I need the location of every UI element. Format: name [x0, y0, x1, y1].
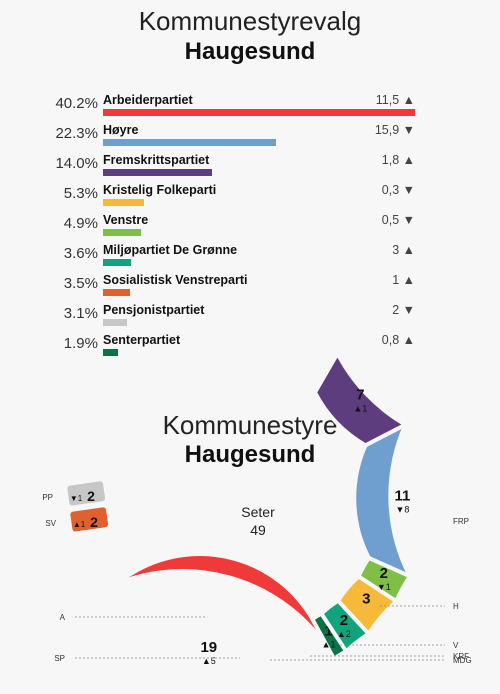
party-change: 1,8 ▲: [381, 153, 415, 167]
party-abbr-label: A: [60, 613, 66, 622]
party-abbr-label: SV: [45, 519, 56, 528]
seats-label: Seter: [241, 504, 275, 520]
party-change: 2 ▼: [392, 303, 415, 317]
party-abbr-label: V: [453, 641, 459, 650]
seat-count: 7: [356, 387, 364, 404]
party-percent: 3.5%: [63, 275, 98, 292]
party-name: Kristelig Folkeparti: [103, 183, 217, 197]
party-name: Senterpartiet: [103, 333, 181, 347]
party-change: 0,8 ▲: [381, 333, 415, 347]
seat-change: ▼1: [377, 582, 391, 592]
party-change: 1 ▲: [392, 273, 415, 287]
party-percent: 14.0%: [55, 155, 98, 172]
party-change: 15,9 ▼: [374, 123, 415, 137]
seat-count: 2: [340, 612, 348, 629]
party-percent: 3.6%: [63, 245, 98, 262]
seat-count: 2: [87, 488, 95, 504]
party-percent: 5.3%: [63, 185, 98, 202]
party-name: Pensjonistpartiet: [103, 303, 205, 317]
party-row: 3.6% Miljøpartiet De Grønne 3 ▲: [0, 243, 500, 274]
seat-change: ▲1: [73, 520, 86, 529]
party-bar: [103, 199, 144, 206]
party-change: 0,5 ▼: [381, 213, 415, 227]
party-bar: [103, 109, 415, 116]
seat-count: 3: [362, 591, 370, 608]
seat-count: 2: [90, 514, 98, 530]
party-name: Arbeiderpartiet: [103, 93, 193, 107]
council-title: Kommunestyre: [162, 410, 338, 440]
party-bar: [103, 169, 212, 176]
party-change: 0,3 ▼: [381, 183, 415, 197]
party-abbr-label: MDG: [453, 656, 472, 665]
party-bar: [103, 259, 131, 266]
results-municipality: Haugesund: [184, 38, 316, 65]
seat-count: 19: [200, 639, 217, 656]
seat-change: ▼8: [395, 505, 409, 515]
seat-change: ▼1: [70, 494, 83, 503]
party-abbr-label: H: [453, 602, 459, 611]
seat-count: 1: [324, 623, 332, 640]
party-percent: 4.9%: [63, 215, 98, 232]
party-row: 14.0% Fremskrittspartiet 1,8 ▲: [0, 153, 500, 184]
party-name: Fremskrittspartiet: [103, 153, 210, 167]
party-abbr-label: SP: [54, 654, 65, 663]
party-percent: 1.9%: [63, 335, 98, 352]
party-row: 5.3% Kristelig Folkeparti 0,3 ▼: [0, 183, 500, 214]
council-municipality: Haugesund: [184, 441, 316, 468]
party-change: 3 ▲: [392, 243, 415, 257]
party-bar: [103, 139, 276, 146]
seat-segment: [67, 481, 106, 506]
party-row: 3.1% Pensjonistpartiet 2 ▼: [0, 303, 500, 334]
party-percent: 3.1%: [63, 305, 98, 322]
seats-total: 49: [250, 522, 266, 538]
seat-change: ▲1: [353, 404, 367, 414]
seat-segment: [313, 351, 408, 448]
party-name: Høyre: [103, 123, 139, 137]
seat-segment: [96, 552, 336, 661]
seat-count: 2: [380, 565, 388, 582]
party-row: 40.2% Arbeiderpartiet 11,5 ▲: [0, 93, 500, 124]
party-abbr-label: PP: [42, 493, 53, 502]
results-title: Kommunestyrevalg: [138, 6, 362, 36]
seat-segment: [336, 574, 399, 636]
seat-change: ▲5: [202, 656, 216, 666]
party-row: 4.9% Venstre 0,5 ▼: [0, 213, 500, 244]
party-bar: [103, 289, 130, 296]
party-name: Venstre: [103, 213, 149, 227]
seat-count: 11: [395, 488, 411, 505]
seat-change: ▲1: [322, 640, 336, 650]
seat-segment: [352, 422, 412, 579]
party-abbr-label: FRP: [453, 517, 469, 526]
party-percent: 22.3%: [55, 125, 98, 142]
party-row: 1.9% Senterpartiet 0,8 ▲: [0, 333, 500, 364]
party-percent: 40.2%: [55, 95, 98, 112]
party-bar: [103, 319, 127, 326]
party-bar: [103, 349, 118, 356]
party-change: 11,5 ▲: [375, 93, 415, 107]
party-bar: [103, 229, 141, 236]
party-abbr-label: KRF: [453, 652, 469, 661]
party-name: Miljøpartiet De Grønne: [103, 243, 238, 257]
party-name: Sosialistisk Venstreparti: [103, 273, 248, 287]
party-row: 3.5% Sosialistisk Venstreparti 1 ▲: [0, 273, 500, 304]
seat-segment: [70, 507, 109, 532]
party-row: 22.3% Høyre 15,9 ▼: [0, 123, 500, 154]
seat-change: ▲2: [337, 629, 351, 639]
